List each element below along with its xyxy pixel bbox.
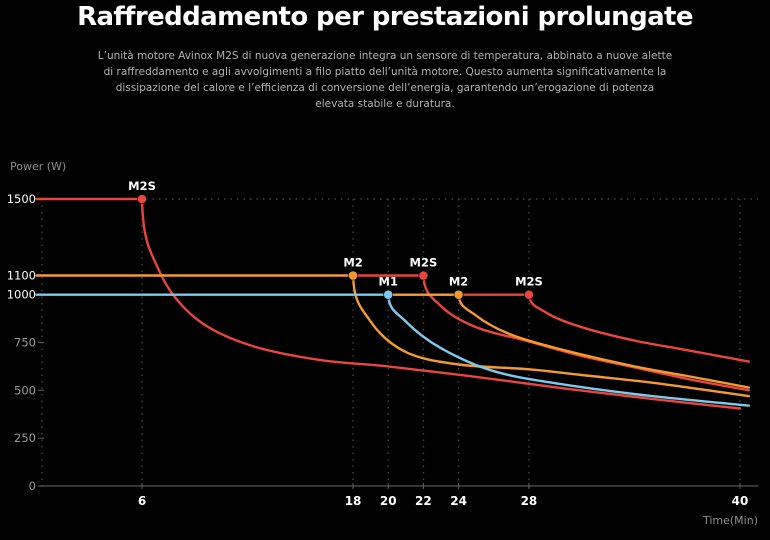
series-line-m2-3 — [35, 274, 750, 398]
chart-markers — [137, 194, 534, 300]
x-axis-label: Time(Min) — [702, 514, 758, 527]
x-tick-label-18: 18 — [345, 494, 362, 508]
marker-label-m2-1: M2 — [343, 256, 362, 270]
chart-grid — [41, 198, 758, 486]
marker-point-m2s-0 — [137, 194, 147, 204]
marker-label-m1-3: M1 — [379, 275, 398, 289]
marker-point-m1-3 — [383, 289, 394, 300]
marker-point-m2-1 — [348, 270, 358, 281]
page-description: L’unità motore Avinox M2S di nuova gener… — [97, 50, 673, 110]
marker-point-m2s-2 — [418, 270, 429, 281]
x-tick-label-24: 24 — [450, 494, 467, 508]
series-line-m2s-0 — [35, 197, 742, 410]
chart-labels: 0 250 500 750 1000 1100 1500 6 18 20 22 24 28 40 M2S M2… — [7, 179, 749, 508]
marker-label-m2s-5: M2S — [515, 275, 543, 289]
y-tick-label-750: 750 — [14, 336, 36, 350]
chart-series — [35, 197, 750, 410]
x-tick-label-22: 22 — [415, 494, 432, 508]
marker-point-m2s-5 — [524, 289, 534, 300]
series-line-m2s-1 — [351, 274, 750, 392]
x-tick-label-28: 28 — [521, 494, 538, 508]
y-tick-label-500: 500 — [14, 383, 36, 397]
chart-axes — [38, 198, 758, 489]
series-line-m2s-2 — [387, 293, 750, 363]
marker-label-m2s-2: M2S — [410, 256, 438, 270]
y-tick-label-0: 0 — [29, 479, 36, 493]
y-axis-label: Power (W) — [10, 160, 66, 173]
x-tick-label-20: 20 — [380, 494, 397, 508]
y-tick-label-1000: 1000 — [7, 288, 36, 302]
marker-point-m2-4 — [453, 289, 464, 300]
marker-label-m2-4: M2 — [449, 275, 468, 289]
y-tick-label-1500: 1500 — [7, 192, 36, 206]
series-line-m2-4 — [387, 293, 750, 389]
page-title: Raffreddamento per prestazioni prolungat… — [77, 2, 693, 32]
x-tick-label-6: 6 — [138, 494, 146, 508]
y-tick-label-1100: 1100 — [7, 269, 36, 283]
series-line-m1-5 — [35, 293, 750, 407]
marker-label-m2s-0: M2S — [128, 179, 156, 193]
x-tick-label-40: 40 — [732, 494, 749, 508]
y-tick-label-250: 250 — [14, 431, 36, 445]
